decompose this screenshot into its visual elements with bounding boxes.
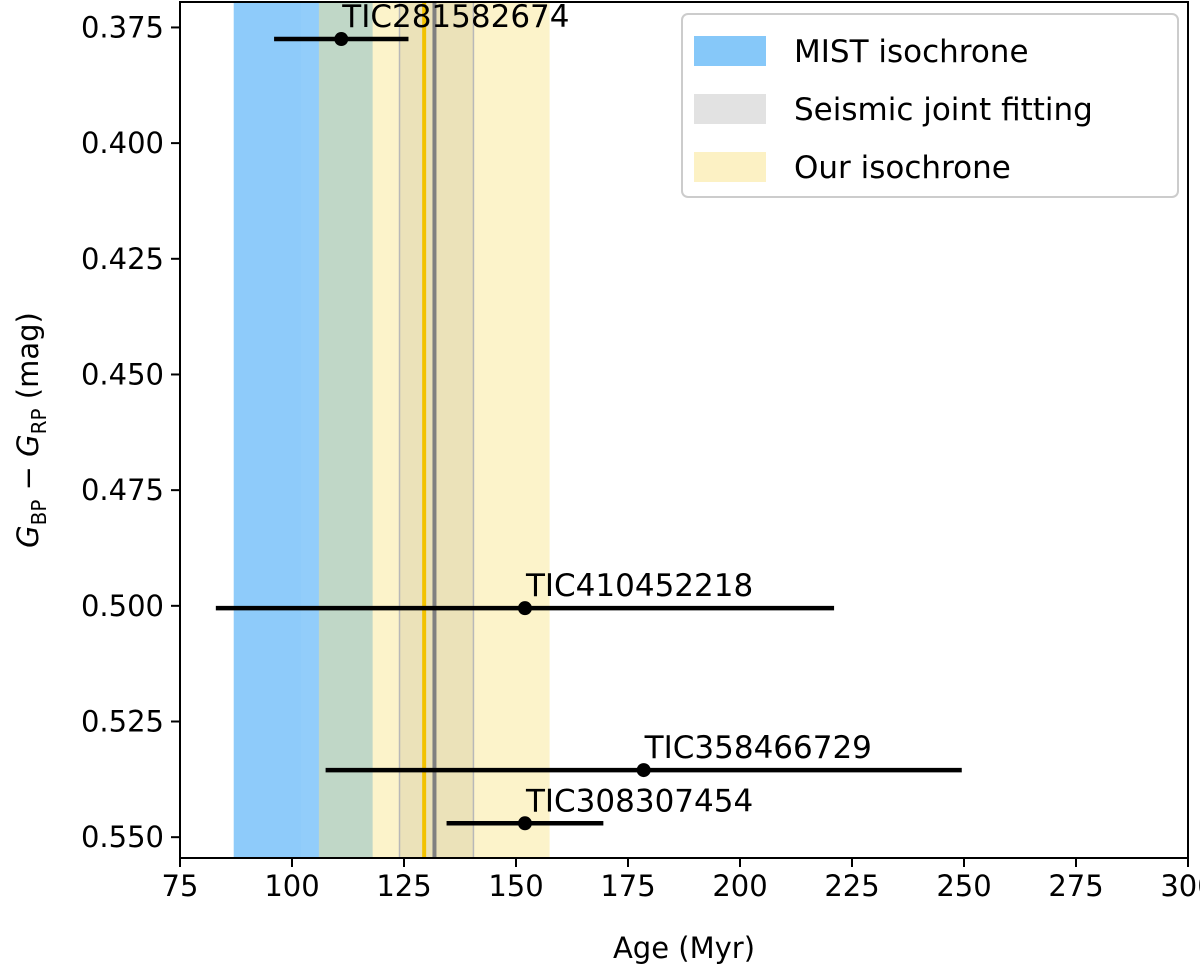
y-tick-label-2: 0.425 (81, 242, 164, 276)
star-points: TIC281582674 TIC410452218 TIC358466729 TIC3… (215, 0, 962, 831)
x-axis-label: Age (Myr) (613, 931, 755, 965)
x-tick-label-225: 225 (824, 869, 879, 903)
x-tick-label-175: 175 (600, 869, 655, 903)
y-tick-label-4: 0.475 (81, 473, 164, 507)
label-tic281582674: TIC281582674 (341, 0, 569, 35)
x-tick-label-125: 125 (376, 869, 431, 903)
y-axis-label-g2: G (11, 434, 45, 456)
y-tick-label-1: 0.400 (81, 126, 164, 160)
reference-lines (398, 2, 475, 858)
point-tic410452218 (517, 601, 532, 616)
y-tick-label-3: 0.450 (81, 357, 164, 391)
shaded-bands (233, 2, 550, 858)
y-tick-label-7: 0.550 (81, 820, 164, 854)
y-axis-label-minus: − (11, 457, 45, 500)
x-tick-label-250: 250 (936, 869, 991, 903)
point-tic308307454 (517, 816, 532, 831)
y-axis-label-sub-bp: BP (27, 500, 51, 526)
y-axis: 0.375 0.400 0.425 0.450 0.475 0.500 0.525 0.550 (81, 10, 180, 854)
label-tic410452218: TIC410452218 (525, 568, 753, 604)
legend-label-mist-isochrone: MIST isochrone (794, 34, 1029, 70)
legend-box (681, 13, 1179, 198)
x-tick-label-275: 275 (1048, 869, 1103, 903)
x-tick-label-300: 300 (1160, 869, 1200, 903)
x-tick-label-75: 75 (162, 869, 199, 903)
point-tic281582674 (334, 32, 349, 47)
plot-frame (179, 1, 1189, 859)
inner-band-0 (233, 2, 301, 858)
y-tick-label-6: 0.525 (81, 705, 164, 739)
legend-swatch-mist-isochrone (694, 36, 766, 66)
label-tic358466729: TIC358466729 (644, 730, 872, 766)
legend-swatch-our-isochrone (694, 152, 766, 182)
x-tick-label-150: 150 (488, 869, 543, 903)
x-tick-label-200: 200 (712, 869, 767, 903)
legend: MIST isochrone Seismic joint fitting Our i… (681, 13, 1179, 198)
x-axis: 75 100 125 150 175 200 225 250 275 300 (162, 858, 1200, 903)
y-tick-label-0: 0.375 (81, 10, 164, 44)
band-mist-isochrone (233, 2, 373, 858)
legend-swatch-seismic-joint-fitting (694, 94, 766, 124)
legend-label-our-isochrone: Our isochrone (794, 150, 1011, 186)
y-axis-label-g: G (11, 525, 45, 547)
legend-label-seismic-joint-fitting: Seismic joint fitting (794, 92, 1093, 128)
y-axis-label-sub-rp: RP (27, 408, 51, 434)
y-tick-label-5: 0.500 (81, 589, 164, 623)
x-tick-label-100: 100 (264, 869, 319, 903)
band-seismic-joint-fitting (399, 2, 474, 858)
point-tic358466729 (636, 763, 651, 778)
y-axis-label-unit: (mag) (11, 312, 45, 408)
label-tic308307454: TIC308307454 (525, 783, 753, 819)
y-axis-label: GBP − GRP (mag) (11, 312, 51, 548)
